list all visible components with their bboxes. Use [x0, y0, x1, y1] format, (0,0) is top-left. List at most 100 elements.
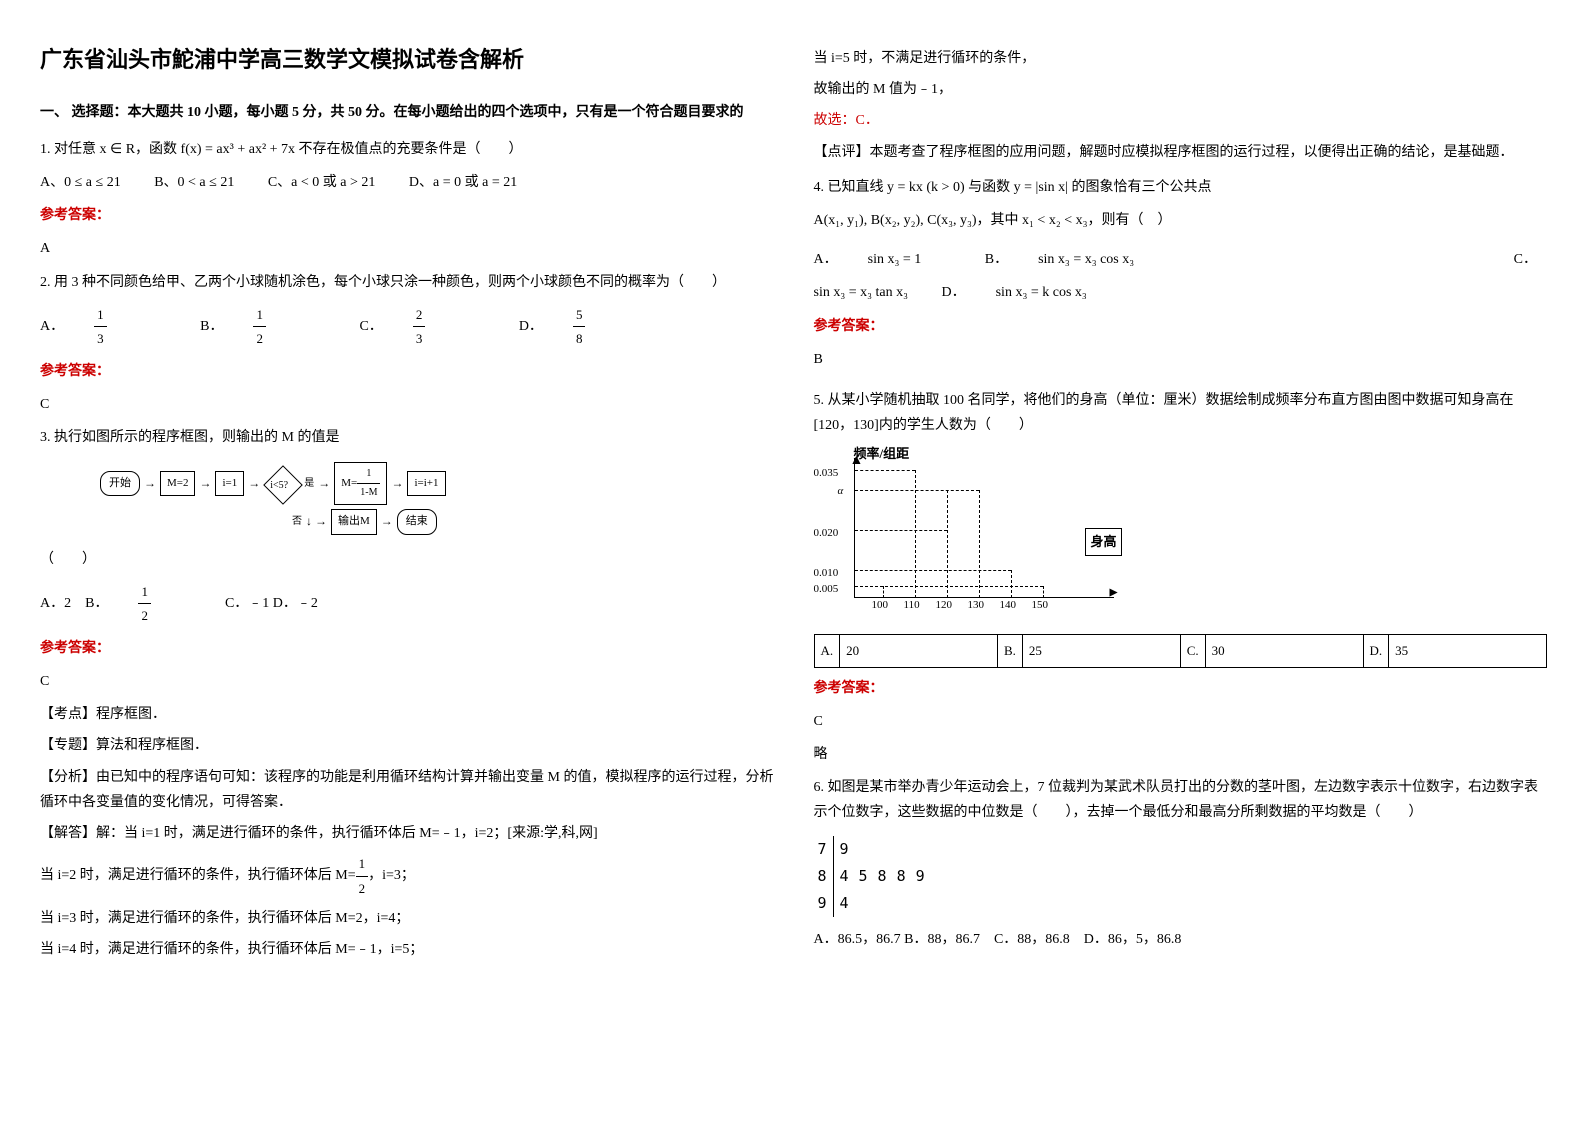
q4-opt-c-pre: C．: [1514, 247, 1537, 272]
flow-cond: i<5?: [264, 471, 300, 497]
arrow-icon: →: [199, 473, 211, 495]
q4-opt-b: B． sin x₃ = x₃ cos x₃: [985, 247, 1164, 272]
arrow-icon: →: [381, 511, 393, 533]
q5-cv: 30: [1205, 635, 1363, 667]
arrow-icon: →: [248, 473, 260, 495]
q3-paren: （ ）: [40, 547, 774, 572]
q4-p2-mid: ，其中: [977, 213, 1023, 228]
q3-sol-11: 【点评】本题考查了程序框图的应用问题，解题时应模拟程序框图的运行过程，以便得出正…: [814, 140, 1548, 165]
q1-xr: x ∈ R: [100, 142, 136, 157]
q1-fx: f(x) = ax³ + ax² + 7x: [181, 142, 296, 157]
section-1-head: 一、 选择题：本大题共 10 小题，每小题 5 分，共 50 分。在每小题给出的…: [40, 100, 774, 125]
arrow-icon: →: [318, 473, 330, 495]
q3-opts-line: A．2 B．: [40, 591, 108, 616]
q5-bv: 25: [1022, 635, 1180, 667]
hist-ytick-4: 0.005: [814, 580, 839, 600]
hist-xtick-3: 130: [968, 596, 985, 616]
q2-a-den: 3: [94, 327, 107, 350]
hist-dash: [855, 530, 947, 531]
q3-sol-5-n: 1: [356, 852, 369, 876]
q2-opt-d: D．58: [519, 303, 646, 351]
q4-eq1: y = kx (k > 0): [887, 180, 965, 195]
hist-xtick-5: 150: [1032, 596, 1049, 616]
flow-start: 开始: [100, 471, 140, 497]
q4-options-row2: sin x₃ = x₃ tan x₃ D．sin x₃ = k cos x₃: [814, 280, 1548, 305]
hist-vdash: [1011, 570, 1012, 598]
arrow-icon: ↓ →: [306, 511, 327, 533]
q2-opt-c-label: C．: [359, 314, 382, 339]
question-5: 5. 从某小学随机抽取 100 名同学，将他们的身高（单位：厘米）数据绘制成频率…: [814, 388, 1548, 438]
hist-vdash: [947, 490, 948, 598]
hist-dash: [855, 570, 1011, 571]
stem-2: 8: [814, 863, 834, 890]
flow-end: 结束: [397, 509, 437, 535]
q3-answer: C: [40, 669, 774, 694]
q5-c: C.: [1180, 635, 1205, 667]
q2-a-num: 1: [94, 303, 107, 327]
q3-sol-3: 【分析】由已知中的程序语句可知：该程序的功能是利用循环结构计算并输出变量 M 的…: [40, 765, 774, 815]
flow-m-pre: M=: [341, 477, 357, 489]
question-3: 3. 执行如图所示的程序框图，则输出的 M 的值是: [40, 425, 774, 450]
q1-opt-a: A、0 ≤ a ≤ 21: [40, 170, 121, 195]
q5-dv: 35: [1389, 635, 1547, 667]
flow-no: 否: [292, 513, 302, 531]
q3-sol-6: 当 i=3 时，满足进行循环的条件，执行循环体后 M=2，i=4；: [40, 906, 774, 931]
q4-eq2: y = |sin x|: [1014, 180, 1068, 195]
q6-options: A．86.5，86.7 B．88，86.7 C．88，86.8 D．86，5，8…: [814, 927, 1548, 952]
flow-i1: i=1: [215, 471, 244, 497]
q1-suffix: 不存在极值点的充要条件是（ ）: [295, 142, 523, 157]
flow-out: 输出M: [331, 509, 377, 535]
q5-answer: C: [814, 709, 1548, 734]
q4-b-pre: B．: [985, 247, 1008, 272]
question-4-p1: 4. 已知直线 y = kx (k > 0) 与函数 y = |sin x| 的…: [814, 175, 1548, 200]
q4-b-eq: sin x₃ = x₃ cos x₃: [1038, 247, 1134, 272]
hist-ytick-0: 0.035: [814, 464, 839, 484]
stem-1: 7: [814, 836, 834, 863]
q4-options-row1: A．sin x₃ = 1 B． sin x₃ = x₃ cos x₃ C．: [814, 247, 1548, 272]
q4-a-pre: A．: [814, 247, 838, 272]
q4-d-pre: D．: [941, 280, 965, 305]
page-title: 广东省汕头市鮀浦中学高三数学文模拟试卷含解析: [40, 40, 774, 80]
q2-b-den: 2: [253, 327, 266, 350]
stemleaf-row: 845889: [814, 863, 1548, 890]
leaf-3: 4: [834, 890, 859, 917]
hist-xtick-0: 100: [872, 596, 889, 616]
q4-answer: B: [814, 347, 1548, 372]
q4-p2-post: ，则有（ ）: [1087, 213, 1171, 228]
q4-opt-d: D． sin x₃ = k cos x₃: [941, 280, 1116, 305]
q3-opt-b-d: 2: [138, 604, 151, 627]
hist-vdash: [979, 490, 980, 598]
q1-opt-c: C、a < 0 或 a > 21: [268, 170, 376, 195]
q3-opt-b-n: 1: [138, 580, 151, 604]
flow-m-n: 1: [357, 465, 380, 484]
q3-sol-4: 【解答】解：当 i=1 时，满足进行循环的条件，执行循环体后 M=﹣1，i=2；…: [40, 821, 774, 846]
flow-out-text: 输出M: [338, 512, 370, 532]
q2-c-num: 2: [413, 303, 426, 327]
question-6: 6. 如图是某市举办青少年运动会上，7 位裁判为某武术队员打出的分数的茎叶图，左…: [814, 775, 1548, 825]
hist-axes: ▲ 身高: [854, 458, 1114, 598]
arrow-icon: →: [391, 473, 403, 495]
hist-vdash: [915, 470, 916, 598]
q5-histogram: ▲ 频率/组距 ▲ 身高 0.035 α 0.020 0.010 0.: [814, 446, 1134, 626]
hist-dash: [855, 470, 915, 471]
hist-xtick-2: 120: [936, 596, 953, 616]
q4-p1-post: 的图象恰有三个公共点: [1068, 180, 1212, 195]
leaf-2: 45889: [834, 863, 935, 890]
q3-sol-5-pre: 当 i=2 时，满足进行循环的条件，执行循环体后 M=: [40, 868, 356, 883]
q4-p1-pre: 4. 已知直线: [814, 180, 888, 195]
hist-ytick-1: α: [838, 482, 844, 502]
q4-answer-label: 参考答案：: [814, 314, 1548, 339]
question-4-p2: A(x₁, y₁), B(x₂, y₂), C(x₃, y₃)，其中 x₁ < …: [814, 208, 1548, 233]
q3-sol-8: 当 i=5 时，不满足进行循环的条件，: [814, 46, 1548, 71]
leaf-1: 9: [834, 836, 859, 863]
q1-opt-b: B、0 < a ≤ 21: [154, 170, 234, 195]
stemleaf-row: 94: [814, 890, 1548, 917]
q3-flowchart: 开始 → M=2 → i=1 → i<5? 是 → M=11-M → i=i+1…: [100, 462, 774, 535]
arrow-icon: →: [144, 473, 156, 495]
q4-opt-a: A．sin x₃ = 1: [814, 247, 952, 272]
q3-sol-1: 【考点】程序框图．: [40, 702, 774, 727]
question-1: 1. 对任意 x ∈ R，函数 f(x) = ax³ + ax² + 7x 不存…: [40, 137, 774, 162]
flow-m-d: 1-M: [357, 484, 380, 502]
q4-d-eq: sin x₃ = k cos x₃: [996, 280, 1087, 305]
q2-b-num: 1: [253, 303, 266, 327]
